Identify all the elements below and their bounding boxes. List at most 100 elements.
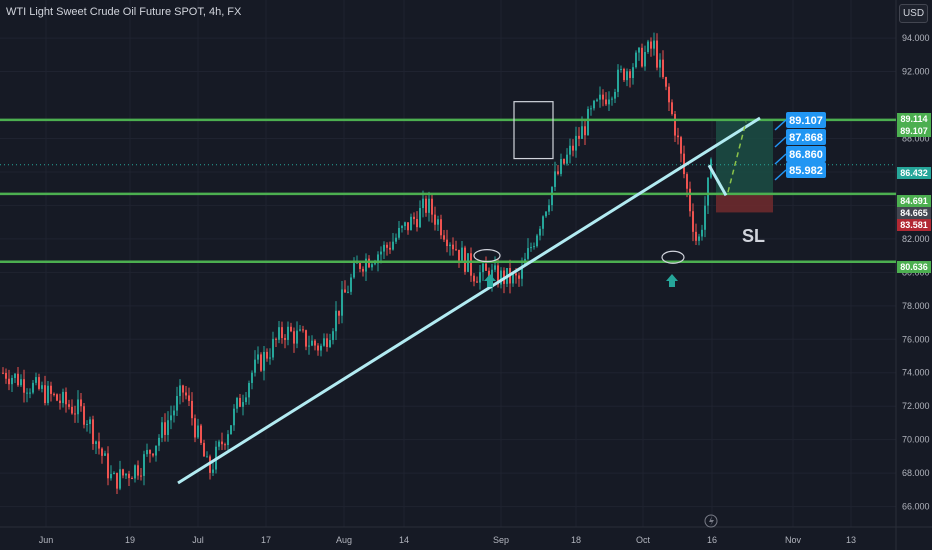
- candle-body: [443, 235, 445, 240]
- candle-body: [512, 273, 514, 284]
- candle-body: [338, 310, 340, 316]
- target-label: 89.107: [789, 115, 823, 127]
- sl-annotation: SL: [742, 226, 765, 246]
- candle-body: [692, 211, 694, 232]
- candle-body: [341, 289, 343, 316]
- time-tick-label: Aug: [336, 535, 352, 545]
- time-axis[interactable]: Jun 19 Jul 17 Aug 14 Sep 18 Oct 16 Nov 13: [39, 514, 856, 545]
- target-badge: [786, 162, 826, 178]
- candle-body: [497, 265, 499, 285]
- candle-body: [560, 158, 562, 174]
- candle-body: [137, 465, 139, 476]
- candle-body: [230, 425, 232, 435]
- candle-body: [581, 126, 583, 139]
- candle-body: [653, 40, 655, 49]
- candle-body: [353, 263, 355, 278]
- time-tick-label: Nov: [785, 535, 802, 545]
- candle-body: [50, 385, 52, 394]
- lightning-icon[interactable]: [704, 514, 718, 528]
- profit-zone: [716, 119, 773, 195]
- price-badge-label: 86.432: [900, 168, 928, 178]
- candle-body: [674, 114, 676, 136]
- candle-body: [95, 441, 97, 444]
- candle-body: [647, 41, 649, 53]
- touch-ellipse: [661, 250, 685, 264]
- price-tick-label: 68.000: [902, 468, 930, 478]
- up-arrow-icon: [666, 274, 678, 287]
- loss-zone: [716, 194, 773, 213]
- candle-body: [44, 385, 46, 404]
- candle-body: [575, 135, 577, 151]
- candle-body: [593, 100, 595, 109]
- candle-body: [296, 330, 298, 344]
- candle-body: [242, 402, 244, 407]
- candle-body: [563, 158, 565, 164]
- candle-body: [8, 378, 10, 385]
- candle-body: [236, 397, 238, 409]
- candle-body: [329, 340, 331, 347]
- currency-button[interactable]: USD: [899, 4, 928, 23]
- candle-body: [410, 216, 412, 231]
- drawings: SL 89.107 87.868 86.860 85.982: [177, 101, 826, 485]
- lightning-icon-bolt: [709, 516, 714, 526]
- candle-body: [101, 448, 103, 456]
- candle-body: [245, 397, 247, 403]
- candle-body: [83, 406, 85, 425]
- candle-body: [263, 351, 265, 371]
- price-tick-label: 94.000: [902, 33, 930, 43]
- candle-body: [323, 338, 325, 346]
- candle-body: [347, 291, 349, 293]
- time-tick-label: 13: [846, 535, 856, 545]
- candle-body: [587, 109, 589, 136]
- candle-body: [671, 102, 673, 115]
- target-label: 85.982: [789, 165, 823, 177]
- candle-body: [131, 478, 133, 480]
- candle-body: [65, 391, 67, 405]
- candle-body: [596, 99, 598, 101]
- candle-body: [251, 372, 253, 383]
- projection-target-path: [727, 121, 747, 193]
- price-tick-label: 92.000: [902, 67, 930, 77]
- candle-body: [203, 442, 205, 457]
- candle-body: [422, 198, 424, 209]
- candle-body: [77, 399, 79, 415]
- candle-body: [629, 71, 631, 78]
- candle-body: [707, 177, 709, 206]
- candle-body: [368, 258, 370, 268]
- candle-body: [620, 68, 622, 70]
- chart-title: WTI Light Sweet Crude Oil Future SPOT, 4…: [6, 6, 242, 18]
- time-tick-label: Jul: [192, 535, 204, 545]
- candle-body: [431, 198, 433, 215]
- time-tick-label: 18: [571, 535, 581, 545]
- candle-body: [146, 450, 148, 455]
- candle-body: [23, 379, 25, 393]
- candle-body: [584, 126, 586, 136]
- candle-body: [572, 145, 574, 151]
- candle-body: [551, 186, 553, 206]
- candle-body: [479, 272, 481, 283]
- position-zones: [716, 119, 773, 213]
- candle-body: [89, 419, 91, 425]
- candle-body: [272, 338, 274, 358]
- candle-body: [518, 275, 520, 279]
- candle-body: [383, 244, 385, 252]
- candle-body: [173, 410, 175, 416]
- candle-body: [227, 434, 229, 446]
- candle-body: [605, 99, 607, 105]
- target-label: 87.868: [789, 132, 823, 144]
- price-tick-label: 70.000: [902, 435, 930, 445]
- candle-body: [689, 188, 691, 212]
- candle-body: [275, 338, 277, 340]
- candle-body: [308, 345, 310, 347]
- candle-body: [377, 254, 379, 264]
- candle-body: [176, 396, 178, 411]
- candle-body: [164, 422, 166, 435]
- candle-body: [578, 135, 580, 139]
- candle-body: [554, 171, 556, 187]
- candle-body: [248, 382, 250, 398]
- candle-body: [701, 229, 703, 237]
- price-badge-label: 80.636: [900, 262, 928, 272]
- candle-body: [425, 198, 427, 213]
